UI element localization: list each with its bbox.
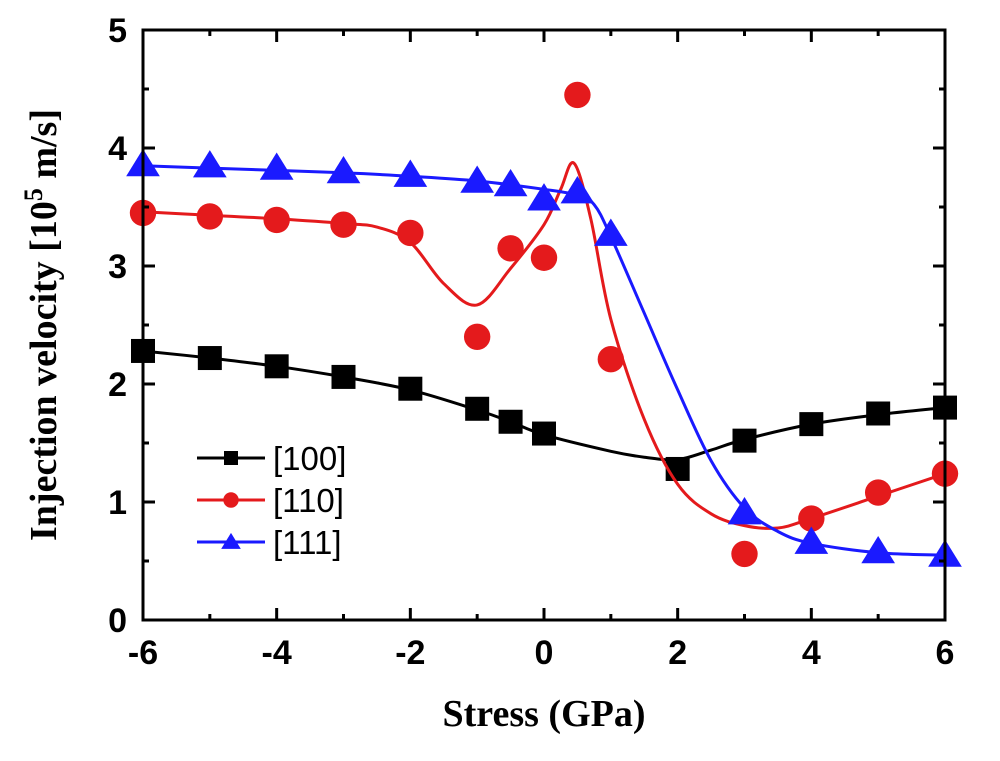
- series-111-point: [259, 152, 294, 180]
- series-100-point: [264, 354, 289, 379]
- legend-label-111: [111]: [273, 524, 342, 561]
- series-111-fit-line: [142, 164, 946, 557]
- series-100-point: [665, 456, 690, 481]
- y-axis-title: Injection velocity [105 m/s]: [19, 109, 65, 541]
- series-111-point: [861, 535, 896, 564]
- legend-marker-110: [223, 492, 239, 508]
- y-axis-title-tail: m/s]: [23, 109, 65, 188]
- y-axis-title-main: Injection velocity [10: [23, 201, 65, 541]
- y-tick-label: 2: [108, 366, 127, 404]
- series-111-point: [794, 526, 829, 554]
- series-100: [131, 338, 957, 481]
- series-110-point: [463, 323, 491, 350]
- series-111-point: [593, 218, 628, 246]
- series-111-point: [192, 150, 227, 178]
- series-110-point: [597, 346, 625, 373]
- series-100-point: [465, 396, 490, 421]
- series-100-point: [732, 428, 757, 453]
- x-tick-label: 4: [802, 634, 821, 672]
- series-100-point: [498, 409, 523, 434]
- legend-marker-100: [224, 451, 238, 465]
- series-100-point: [197, 346, 222, 371]
- series-111-point: [727, 497, 762, 525]
- series-110-point: [864, 479, 892, 506]
- legend: [100] [110] [111]: [197, 440, 346, 561]
- y-tick-label: 5: [108, 12, 127, 50]
- series-100-point: [532, 421, 556, 446]
- legend-label-100: [100]: [273, 440, 346, 477]
- series-111-point: [460, 165, 495, 193]
- series-110-point: [397, 219, 424, 247]
- x-tick-label: 2: [668, 634, 687, 672]
- y-axis-title-sup: 5: [19, 188, 48, 201]
- series-100-point: [331, 364, 356, 389]
- plot-frame: [141, 28, 947, 622]
- x-tick-label: -4: [262, 634, 292, 672]
- x-tick-label: -2: [395, 634, 425, 672]
- series-110-point: [330, 211, 357, 238]
- y-tick-label: 4: [108, 130, 127, 168]
- legend-item-111: [111]: [197, 524, 342, 561]
- legend-marker-111: [221, 532, 241, 549]
- legend-item-110: [110]: [197, 482, 344, 519]
- series-110: [129, 81, 959, 568]
- series-111-point: [326, 156, 361, 184]
- tick-labels: -6 -4 -2 0 2 4 6 0 1 2 3 4 5: [108, 12, 954, 672]
- legend-label-110: [110]: [273, 482, 344, 519]
- y-tick-label: 3: [108, 248, 127, 286]
- series-110-point: [530, 244, 558, 271]
- legend-item-100: [100]: [197, 440, 346, 477]
- series-100-fit-line: [142, 349, 946, 462]
- axis-ticks: [141, 28, 947, 622]
- series-110-point: [196, 203, 224, 230]
- x-tick-label: -6: [128, 634, 158, 672]
- series-111-point: [393, 159, 428, 187]
- series-110-fit-line: [142, 161, 946, 530]
- series-110-point: [497, 235, 524, 262]
- series-111-point: [493, 168, 528, 197]
- x-tick-label: 6: [936, 634, 955, 672]
- series-100-point: [799, 412, 824, 437]
- series-111-point: [527, 183, 561, 211]
- series-110-point: [731, 540, 758, 568]
- series-100-point: [866, 401, 891, 426]
- series-111: [126, 148, 962, 567]
- x-tick-label: 0: [535, 634, 554, 672]
- series-111-point: [560, 176, 595, 204]
- series-110-point: [263, 206, 290, 234]
- series-110-point: [564, 81, 591, 109]
- plot-area: [126, 81, 962, 568]
- series-110-point: [798, 505, 825, 532]
- series-100-point: [398, 376, 423, 401]
- y-tick-label: 1: [108, 484, 127, 522]
- y-tick-label: 0: [108, 602, 127, 640]
- x-axis-title: Stress (GPa): [443, 693, 646, 735]
